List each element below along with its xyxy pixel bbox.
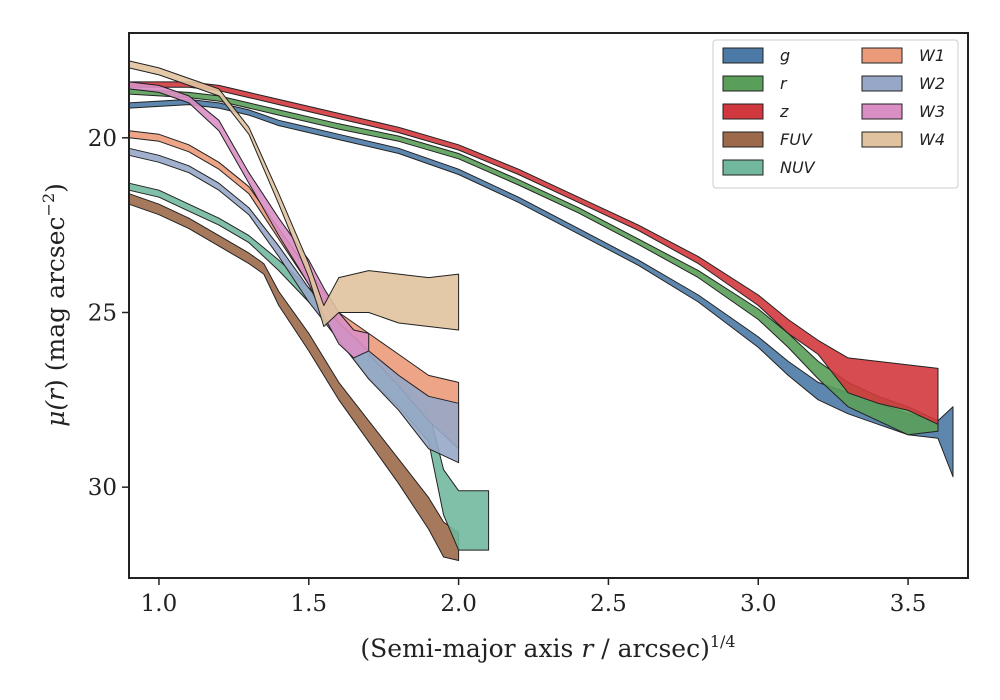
legend-swatch-FUV bbox=[722, 131, 764, 148]
legend-swatch-r bbox=[722, 75, 764, 92]
legend-swatch-W2 bbox=[861, 75, 903, 92]
y-axis-ticks: 20 25 30 bbox=[88, 126, 129, 501]
legend-label-NUV: NUV bbox=[780, 158, 816, 177]
band-W2 bbox=[128, 147, 460, 464]
y-axis-label: μ(r) (mag arcsec−2) bbox=[39, 183, 70, 427]
band-g bbox=[128, 98, 954, 478]
legend-label-FUV: FUV bbox=[780, 130, 813, 149]
legend-swatch-z bbox=[722, 103, 764, 120]
legend-label-W4: W4 bbox=[919, 130, 945, 149]
legend-swatch-W3 bbox=[861, 103, 903, 120]
band-W4 bbox=[128, 60, 460, 331]
legend-label-W2: W2 bbox=[919, 74, 945, 93]
legend-label-r: r bbox=[780, 74, 788, 93]
x-axis-label-main: (Semi-major axis bbox=[360, 634, 581, 663]
x-tick-label: 3.0 bbox=[740, 591, 777, 617]
x-axis-label-var: r bbox=[581, 634, 595, 663]
legend-label-W1: W1 bbox=[919, 46, 945, 65]
x-axis-label: (Semi-major axis r / arcsec)1/4 bbox=[360, 632, 735, 663]
y-tick-label: 20 bbox=[88, 126, 117, 152]
band-FUV bbox=[128, 193, 460, 561]
x-axis-label-rest: / arcsec) bbox=[593, 634, 710, 663]
y-axis-label-var: r bbox=[41, 387, 70, 401]
band-z bbox=[128, 81, 939, 425]
legend-label-z: z bbox=[779, 102, 789, 121]
x-tick-label: 3.5 bbox=[890, 591, 927, 617]
y-axis-label-exp: −2 bbox=[39, 193, 58, 217]
x-tick-label: 2.0 bbox=[440, 591, 477, 617]
x-tick-label: 1.0 bbox=[141, 591, 178, 617]
y-axis-label-close: ) bbox=[41, 183, 70, 193]
x-tick-label: 2.5 bbox=[590, 591, 627, 617]
x-tick-label: 1.5 bbox=[290, 591, 327, 617]
legend-swatch-W1 bbox=[861, 47, 903, 64]
x-axis-ticks: 1.0 1.5 2.0 2.5 3.0 3.5 bbox=[141, 578, 927, 617]
y-axis-label-rest: ) (mag arcsec bbox=[41, 216, 70, 389]
legend-label-g: g bbox=[780, 46, 790, 65]
y-tick-label: 30 bbox=[88, 475, 117, 501]
legend-swatch-g bbox=[722, 47, 764, 64]
legend-label-W3: W3 bbox=[919, 102, 945, 121]
band-NUV bbox=[128, 182, 490, 551]
series-bands bbox=[128, 60, 954, 561]
legend: grz FUV NUV W1 W2 W3 W4 bbox=[712, 39, 959, 189]
band-W3 bbox=[128, 81, 370, 359]
x-axis-label-exp: 1/4 bbox=[710, 632, 736, 651]
legend-swatch-NUV bbox=[722, 159, 764, 176]
y-axis-label-main: μ( bbox=[41, 400, 70, 427]
band-r bbox=[128, 88, 939, 436]
y-tick-label: 25 bbox=[88, 300, 117, 326]
plot-frame bbox=[128, 32, 969, 579]
legend-swatch-W4 bbox=[861, 131, 903, 148]
